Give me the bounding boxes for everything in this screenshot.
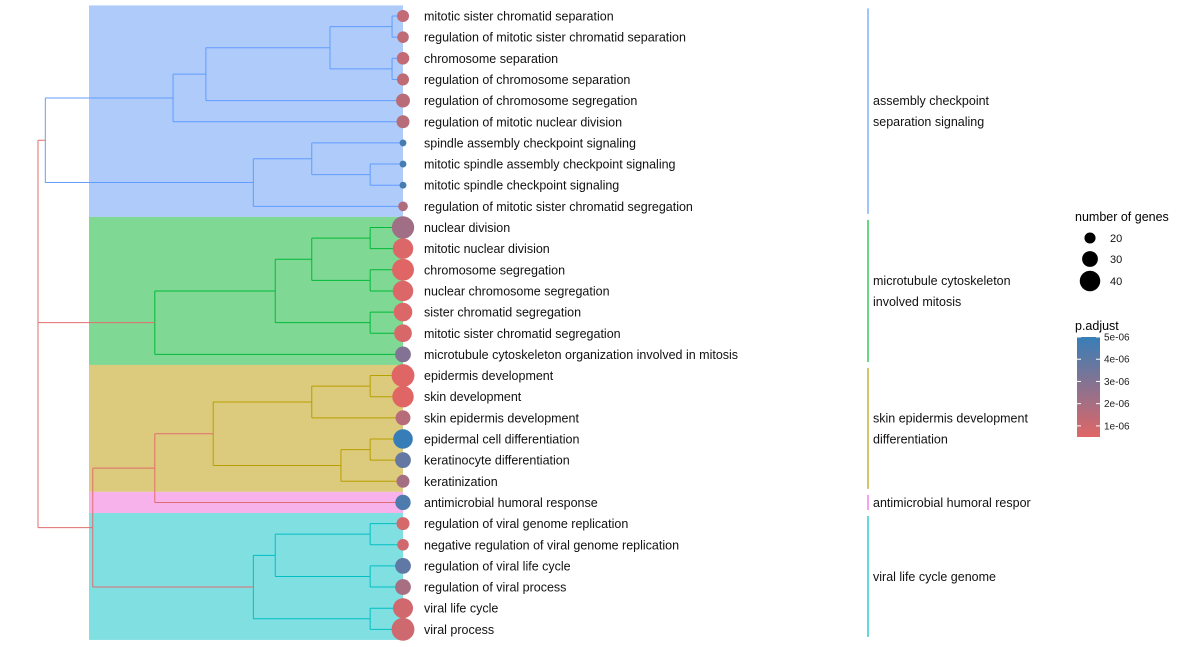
term-dot-22 bbox=[396, 474, 410, 488]
term-label-12: chromosome segregation bbox=[424, 263, 565, 277]
term-dot-23 bbox=[395, 494, 411, 511]
term-label-4: regulation of chromosome segregation bbox=[424, 94, 637, 108]
term-label-20: epidermal cell differentiation bbox=[424, 433, 579, 447]
term-label-3: regulation of chromosome separation bbox=[424, 73, 630, 87]
dendrogram bbox=[37, 15, 403, 630]
term-dot-28 bbox=[392, 598, 414, 619]
legend-gene-count: number of genes 20 30 40 bbox=[1075, 210, 1169, 292]
term-label-23: antimicrobial humoral response bbox=[424, 496, 598, 510]
term-dot-5 bbox=[396, 115, 410, 129]
term-label-16: microtubule cytoskeleton organization in… bbox=[424, 348, 738, 362]
term-label-6: spindle assembly checkpoint signaling bbox=[424, 136, 636, 150]
term-dot-0 bbox=[396, 9, 410, 23]
cluster-label-2-1: differentiation bbox=[873, 432, 948, 446]
cluster-label-0-0: assembly checkpoint bbox=[873, 94, 990, 108]
term-dot-15 bbox=[394, 324, 412, 343]
term-dot-17 bbox=[391, 364, 415, 387]
term-dot-18 bbox=[392, 385, 414, 408]
legend-size-label-2: 40 bbox=[1110, 276, 1122, 288]
term-dot-19 bbox=[395, 410, 411, 426]
term-label-21: keratinocyte differentiation bbox=[424, 454, 570, 468]
cluster-band-2 bbox=[89, 364, 403, 492]
legend-size-title: number of genes bbox=[1075, 210, 1169, 224]
legend-size-dot-0 bbox=[1084, 232, 1096, 244]
term-label-8: mitotic spindle checkpoint signaling bbox=[424, 179, 619, 193]
legend-color-label-1: 4e-06 bbox=[1104, 355, 1130, 366]
cluster-label-3-0: antimicrobial humoral respor bbox=[873, 496, 1031, 510]
term-dot-12 bbox=[392, 258, 414, 281]
legend-size-label-1: 30 bbox=[1110, 254, 1122, 266]
term-dot-16 bbox=[395, 346, 411, 363]
legend-color-label-3: 2e-06 bbox=[1104, 399, 1130, 410]
term-label-26: regulation of viral life cycle bbox=[424, 559, 571, 573]
term-label-15: mitotic sister chromatid segregation bbox=[424, 327, 621, 341]
term-dot-1 bbox=[397, 31, 409, 43]
term-label-28: viral life cycle bbox=[424, 602, 498, 616]
term-label-11: mitotic nuclear division bbox=[424, 242, 550, 256]
cluster-label-2-0: skin epidermis development bbox=[873, 411, 1028, 425]
term-label-27: regulation of viral process bbox=[424, 581, 566, 595]
cluster-label-1-0: microtubule cytoskeleton bbox=[873, 274, 1011, 288]
term-label-5: regulation of mitotic nuclear division bbox=[424, 115, 622, 129]
term-label-1: regulation of mitotic sister chromatid s… bbox=[424, 31, 686, 45]
term-label-13: nuclear chromosome segregation bbox=[424, 284, 610, 298]
term-dot-6 bbox=[399, 139, 407, 147]
legend-color-label-0: 5e-06 bbox=[1104, 333, 1130, 344]
term-dot-11 bbox=[392, 238, 414, 259]
legend-padjust: p.adjust 5e-06 4e-06 3e-06 2e-06 1e-06 bbox=[1075, 319, 1130, 437]
legend-size-label-0: 20 bbox=[1110, 233, 1122, 245]
legend-color-label-2: 3e-06 bbox=[1104, 377, 1130, 388]
cluster-band-0 bbox=[89, 5, 403, 217]
term-dot-13 bbox=[392, 280, 414, 302]
cluster-labels: assembly checkpoint separation signaling m… bbox=[867, 8, 1031, 637]
cluster-label-0-1: separation signaling bbox=[873, 115, 984, 129]
term-dot-3 bbox=[396, 73, 410, 86]
term-dot-26 bbox=[395, 558, 411, 574]
cluster-label-4-0: viral life cycle genome bbox=[873, 570, 996, 584]
term-label-2: chromosome separation bbox=[424, 52, 558, 66]
term-dot-2 bbox=[396, 52, 410, 65]
term-dot-24 bbox=[396, 517, 410, 531]
term-dot-8 bbox=[399, 181, 407, 189]
term-label-18: skin development bbox=[424, 390, 522, 404]
term-label-19: skin epidermis development bbox=[424, 411, 579, 425]
term-label-0: mitotic sister chromatid separation bbox=[424, 10, 614, 24]
term-labels: mitotic sister chromatid separation regul… bbox=[424, 10, 738, 637]
term-label-10: nuclear division bbox=[424, 221, 510, 235]
term-label-24: regulation of viral genome replication bbox=[424, 517, 628, 531]
legend-color-title: p.adjust bbox=[1075, 319, 1119, 333]
term-label-25: negative regulation of viral genome repl… bbox=[424, 538, 679, 552]
term-dot-27 bbox=[395, 579, 411, 595]
term-dot-7 bbox=[399, 160, 407, 168]
legend-color-label-4: 1e-06 bbox=[1104, 421, 1130, 432]
term-label-29: viral process bbox=[424, 623, 494, 637]
term-dots bbox=[391, 9, 415, 641]
term-label-7: mitotic spindle assembly checkpoint sign… bbox=[424, 158, 676, 172]
term-dot-4 bbox=[396, 93, 410, 108]
term-dot-10 bbox=[391, 216, 415, 239]
term-dot-14 bbox=[393, 302, 413, 322]
term-label-14: sister chromatid segregation bbox=[424, 306, 581, 320]
term-dot-25 bbox=[397, 538, 409, 551]
cluster-label-1-1: involved mitosis bbox=[873, 295, 961, 309]
term-dot-21 bbox=[395, 452, 411, 469]
term-label-22: keratinization bbox=[424, 475, 498, 489]
term-dot-9 bbox=[398, 201, 408, 212]
term-dot-29 bbox=[391, 617, 415, 641]
legend-size-dot-1 bbox=[1082, 251, 1098, 267]
term-label-9: regulation of mitotic sister chromatid s… bbox=[424, 200, 693, 214]
term-label-17: epidermis development bbox=[424, 369, 554, 383]
term-dot-20 bbox=[393, 429, 413, 449]
legend-colorbar bbox=[1077, 337, 1100, 437]
legend-size-dot-2 bbox=[1079, 270, 1101, 292]
